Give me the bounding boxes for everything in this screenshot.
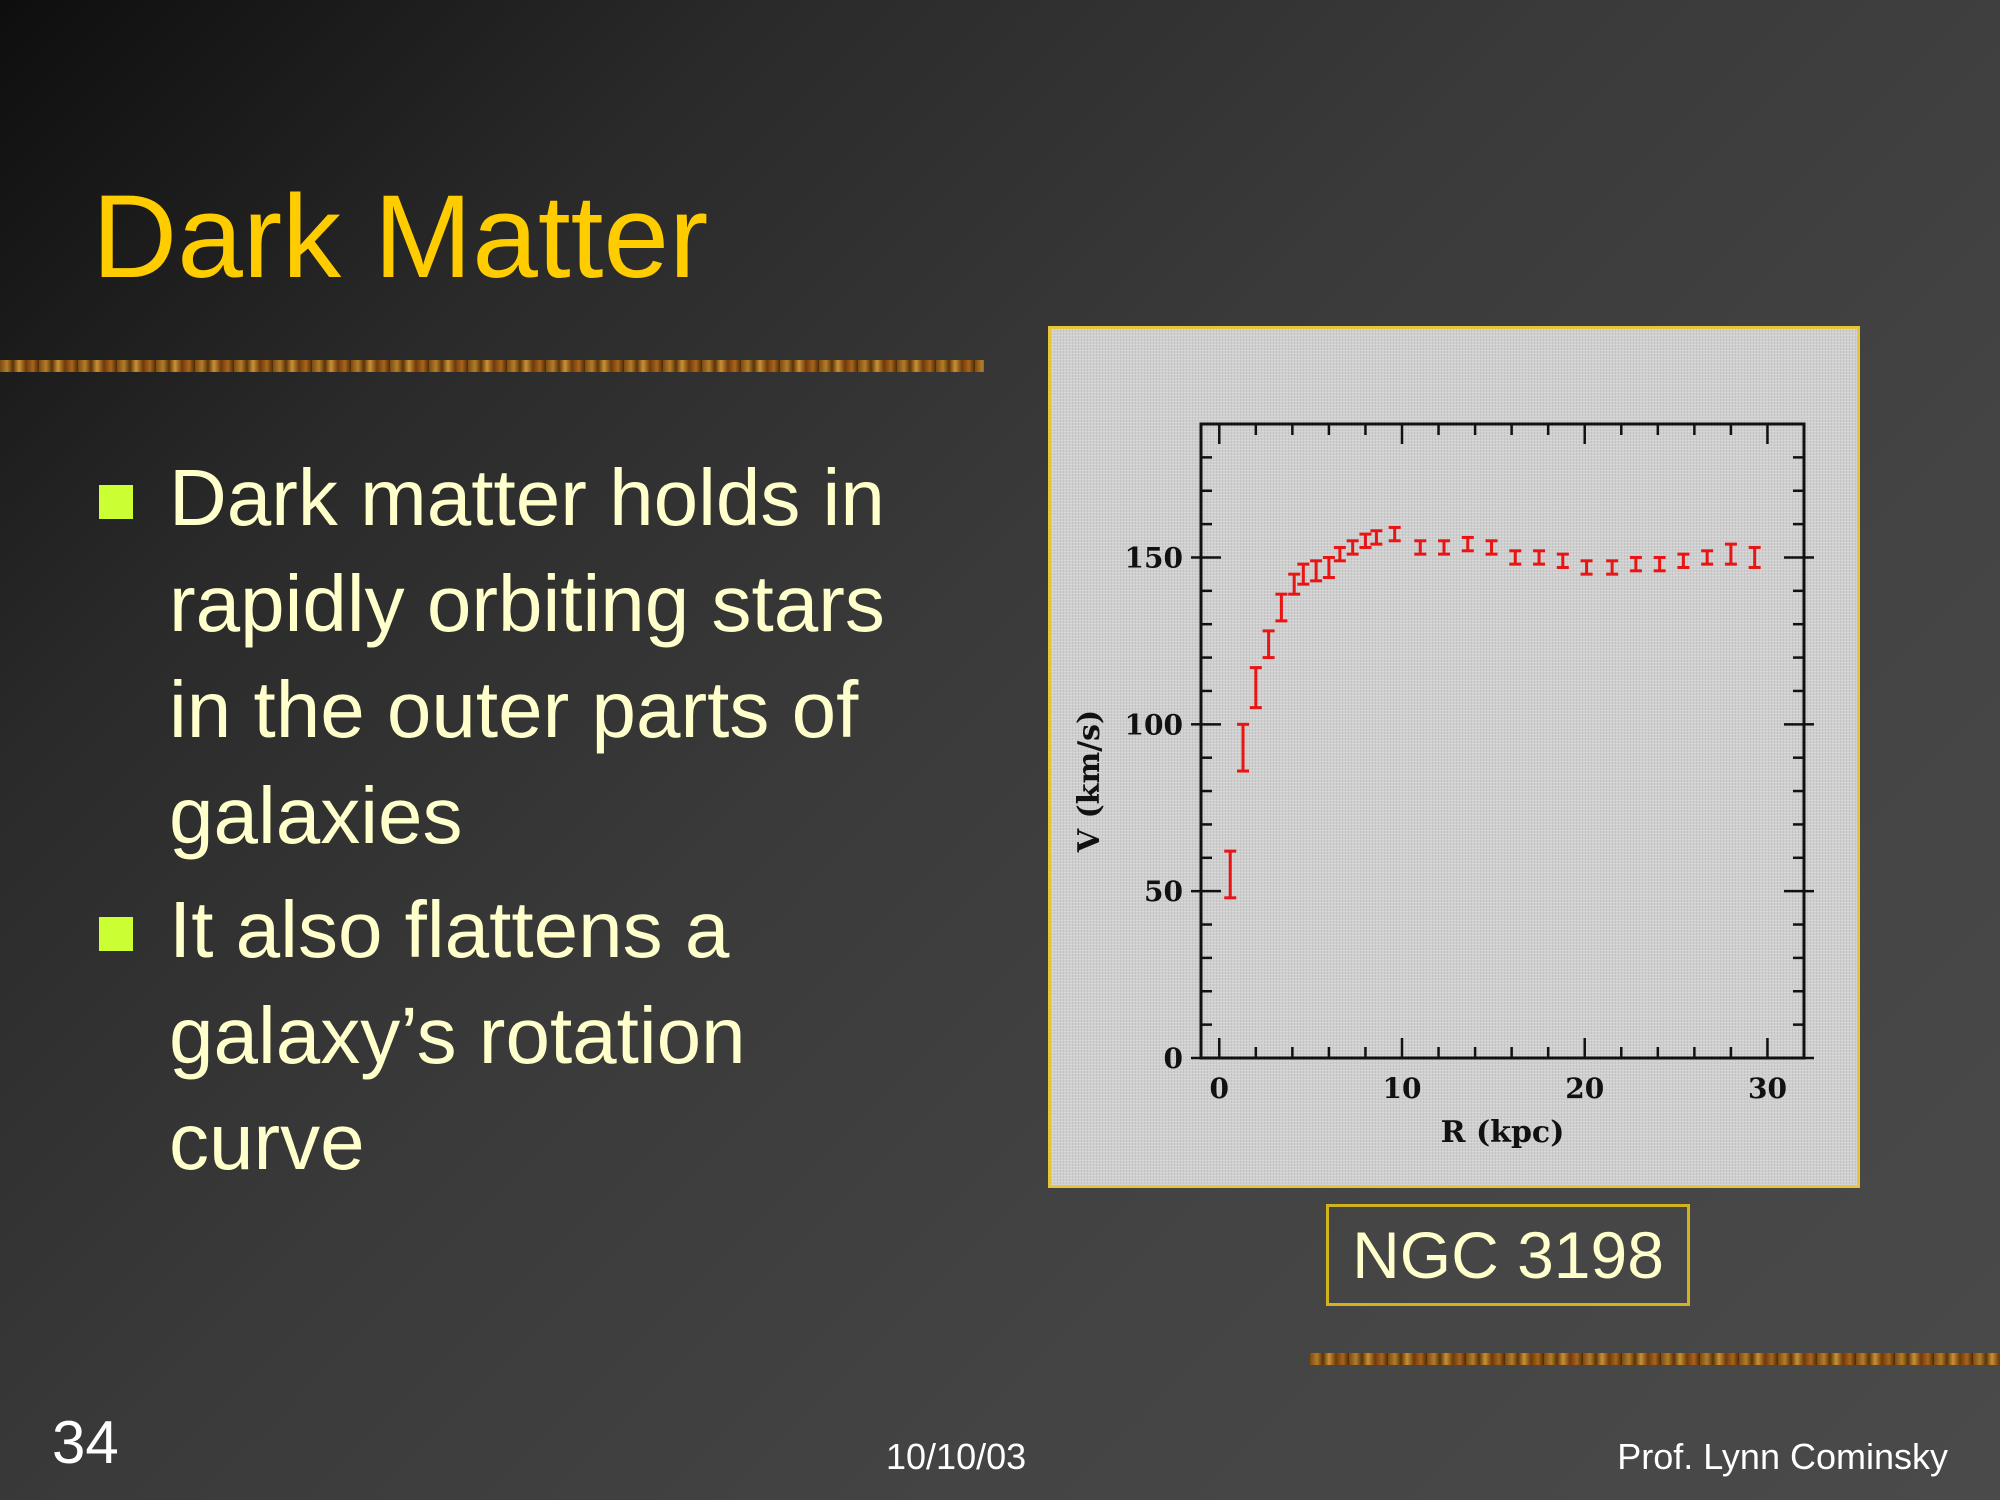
x-tick-label: 20 (1565, 1072, 1604, 1105)
rotation-curve-chart: 0 10 20 30 0 50 100 150 R (kpc) V (km/s) (1072, 422, 1814, 1150)
title-divider-bar (0, 360, 984, 372)
data-points (1224, 525, 1761, 900)
data-point (1653, 555, 1666, 573)
data-point (1388, 525, 1401, 543)
data-point (1288, 572, 1301, 596)
x-tick-label: 10 (1383, 1072, 1422, 1105)
data-point (1322, 555, 1335, 579)
footer-author: Prof. Lynn Cominsky (1617, 1436, 1948, 1477)
footer-divider-bar (1310, 1353, 2000, 1365)
data-point (1701, 549, 1714, 566)
data-point (1249, 666, 1262, 710)
data-point (1310, 559, 1323, 583)
bullet-text: It also flattens a galaxy’s rotation cur… (169, 885, 746, 1186)
data-point (1346, 539, 1359, 556)
data-point (1461, 535, 1474, 553)
square-bullet-icon (99, 485, 133, 519)
y-tick-label: 50 (1144, 875, 1183, 908)
data-point (1677, 552, 1690, 569)
y-tick-label: 150 (1125, 541, 1183, 574)
footer-date: 10/10/03 (886, 1436, 1027, 1477)
slide-title: Dark Matter (92, 171, 709, 303)
bullet-item: Dark matter holds in rapidly orbiting st… (95, 445, 915, 869)
y-axis-label: V (km/s) (1072, 710, 1107, 854)
data-point (1606, 559, 1619, 576)
data-point (1262, 629, 1275, 660)
axis-ticks (1191, 422, 1814, 1060)
data-point (1438, 539, 1451, 556)
data-point (1556, 552, 1569, 569)
data-point (1333, 545, 1346, 563)
rotation-curve-figure: 0 10 20 30 0 50 100 150 R (kpc) V (km/s) (1048, 326, 1860, 1188)
data-point (1485, 539, 1498, 556)
data-point (1359, 532, 1372, 549)
plot-frame (1199, 422, 1806, 1060)
bullet-text: Dark matter holds in rapidly orbiting st… (169, 453, 885, 860)
data-point (1748, 545, 1761, 569)
x-tick-label: 0 (1210, 1072, 1229, 1105)
slide-number: 34 (52, 1409, 119, 1476)
data-point (1275, 592, 1288, 623)
data-point (1370, 529, 1383, 546)
data-point (1629, 555, 1642, 573)
data-point (1724, 542, 1737, 566)
y-tick-label: 0 (1164, 1042, 1183, 1075)
square-bullet-icon (99, 917, 133, 951)
figure-caption: NGC 3198 (1326, 1204, 1690, 1306)
data-point (1297, 562, 1310, 586)
tick-labels: 0 10 20 30 0 50 100 150 (1125, 541, 1787, 1105)
data-point (1414, 539, 1427, 556)
y-tick-label: 100 (1125, 708, 1183, 741)
bullet-item: It also flattens a galaxy’s rotation cur… (95, 877, 915, 1195)
bullet-list: Dark matter holds in rapidly orbiting st… (95, 445, 915, 1203)
data-point (1224, 849, 1237, 900)
data-point (1533, 549, 1546, 566)
data-point (1509, 549, 1522, 566)
data-point (1580, 559, 1593, 576)
x-axis-label: R (kpc) (1441, 1115, 1565, 1150)
x-tick-label: 30 (1748, 1072, 1787, 1105)
data-point (1237, 722, 1250, 773)
